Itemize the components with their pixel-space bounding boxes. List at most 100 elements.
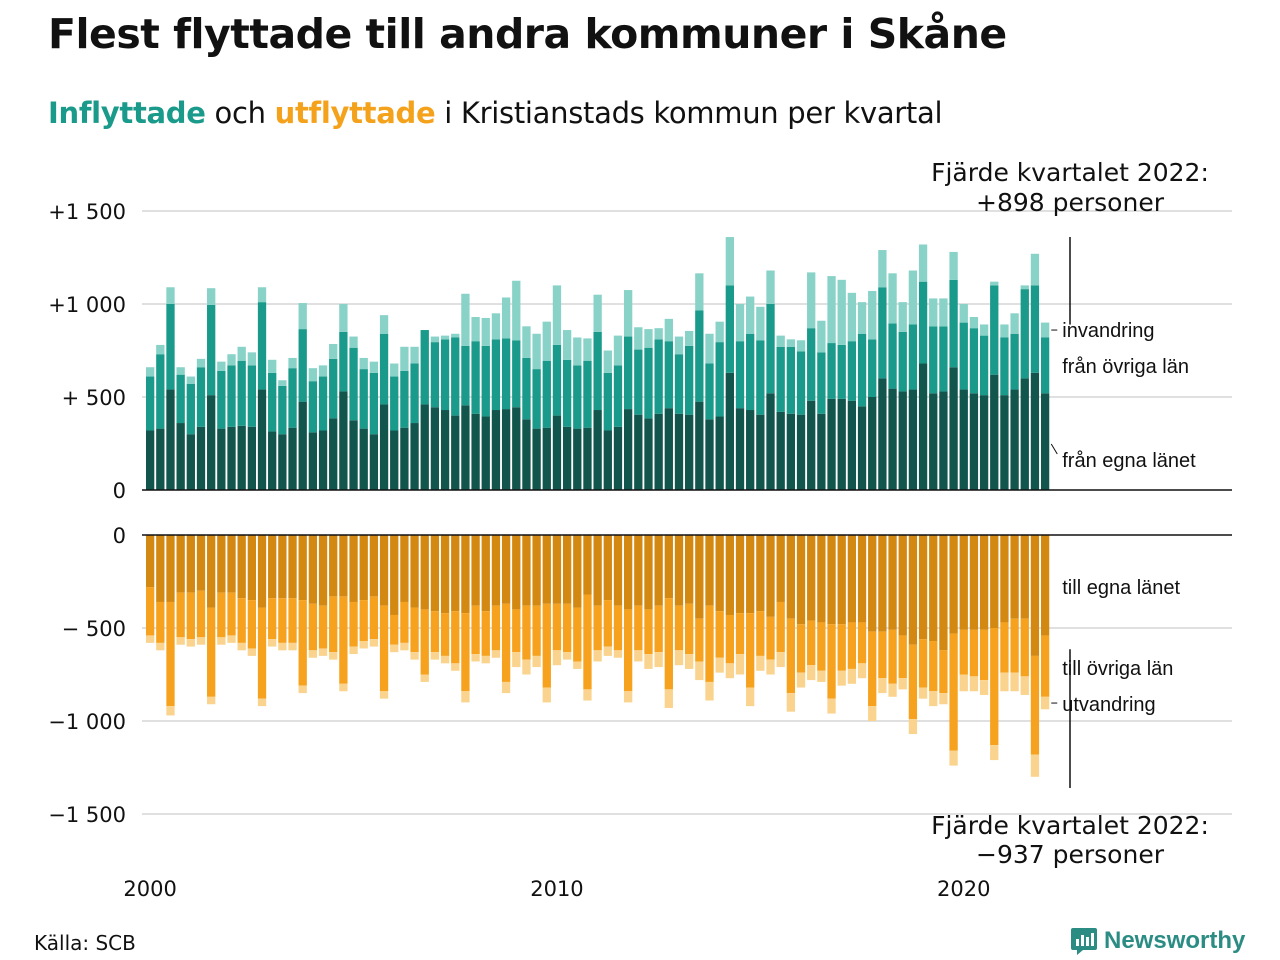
bar-out-own-68 <box>837 535 846 625</box>
bar-out-emigration-48 <box>634 650 643 662</box>
bar-out-emigration-8 <box>227 635 236 643</box>
bar-in-other-50 <box>654 339 663 414</box>
bar-out-other-25 <box>400 601 409 643</box>
bar-out-emigration-80 <box>959 674 968 692</box>
bar-out-own-55 <box>705 535 714 606</box>
bar-in-own-56 <box>715 416 724 490</box>
bar-out-emigration-37 <box>522 659 531 675</box>
bar-in-own-51 <box>664 408 673 490</box>
bar-out-own-21 <box>359 535 368 601</box>
bar-in-other-24 <box>390 376 399 431</box>
brand-name: Newsworthy <box>1104 927 1246 954</box>
bar-in-other-9 <box>237 360 246 426</box>
bar-out-emigration-83 <box>990 745 999 761</box>
bar-out-own-27 <box>420 535 429 610</box>
bar-in-immigration-19 <box>339 304 348 332</box>
bar-out-own-2 <box>166 535 175 602</box>
bar-in-immigration-38 <box>532 333 541 370</box>
bar-out-other-14 <box>288 598 297 643</box>
bar-in-immigration-5 <box>196 358 206 368</box>
bar-in-immigration-14 <box>288 357 297 369</box>
bar-in-immigration-9 <box>237 346 246 361</box>
bar-in-other-54 <box>695 310 704 402</box>
bar-in-other-35 <box>501 338 511 410</box>
bar-in-other-56 <box>715 342 724 417</box>
bar-in-other-52 <box>674 354 684 414</box>
bar-out-emigration-41 <box>562 652 572 660</box>
bar-in-other-74 <box>898 331 907 392</box>
bar-in-immigration-17 <box>318 365 328 377</box>
bar-out-other-1 <box>156 601 165 643</box>
bar-out-own-18 <box>329 535 338 597</box>
bar-out-other-6 <box>207 607 216 697</box>
bar-in-immigration-68 <box>837 279 846 345</box>
bar-out-other-88 <box>1040 635 1050 697</box>
bar-out-own-32 <box>471 535 480 606</box>
bar-in-other-21 <box>359 369 368 429</box>
bar-out-own-53 <box>685 535 694 604</box>
bar-in-own-38 <box>532 428 541 490</box>
bar-out-own-20 <box>349 535 358 602</box>
bar-out-other-58 <box>735 613 745 655</box>
bar-out-emigration-62 <box>776 652 785 668</box>
bar-in-own-78 <box>939 391 948 490</box>
series-label-till-egna-lanet: till egna länet <box>1062 577 1180 599</box>
bar-out-emigration-75 <box>908 719 918 735</box>
bar-out-other-63 <box>786 618 796 694</box>
bar-in-own-48 <box>634 414 643 490</box>
bar-out-own-81 <box>969 535 979 630</box>
bar-out-emigration-29 <box>440 655 450 664</box>
bar-in-immigration-55 <box>705 333 714 364</box>
bar-in-own-44 <box>593 410 602 490</box>
bar-in-other-71 <box>868 339 877 397</box>
bar-in-immigration-24 <box>390 363 399 377</box>
bar-out-own-17 <box>318 535 328 606</box>
bar-out-other-36 <box>512 609 521 653</box>
bar-in-immigration-50 <box>654 328 663 340</box>
bar-in-immigration-22 <box>369 361 379 373</box>
bar-in-own-7 <box>217 428 226 490</box>
bar-out-other-48 <box>634 605 643 651</box>
bar-in-own-2 <box>166 389 175 490</box>
bar-out-emigration-51 <box>664 689 673 708</box>
bar-out-emigration-85 <box>1010 672 1019 692</box>
bar-in-immigration-51 <box>664 318 673 342</box>
bar-in-other-61 <box>766 304 775 394</box>
bar-out-own-54 <box>695 535 704 619</box>
bar-out-emigration-27 <box>420 674 429 682</box>
bar-in-other-65 <box>807 328 816 401</box>
bar-in-own-14 <box>288 427 297 490</box>
migration-chart: +1 500 +1 000 + 500 0 0 − 500 −1 000 −1 500 2000… <box>48 158 1232 901</box>
bar-in-own-30 <box>451 415 460 490</box>
bar-in-own-79 <box>949 367 958 490</box>
bar-out-emigration-17 <box>318 648 328 656</box>
bar-in-own-25 <box>400 427 409 490</box>
bar-in-own-11 <box>257 389 267 490</box>
bar-out-own-87 <box>1030 535 1040 656</box>
bar-out-emigration-76 <box>918 687 928 699</box>
bars <box>146 237 1050 777</box>
bar-out-other-32 <box>471 605 480 655</box>
bar-in-own-24 <box>390 430 399 490</box>
bar-in-own-85 <box>1010 389 1019 490</box>
bar-out-own-75 <box>908 535 918 645</box>
bar-out-own-63 <box>786 535 796 619</box>
bar-in-other-7 <box>217 370 226 429</box>
bar-in-own-83 <box>990 374 999 490</box>
bar-out-own-25 <box>400 535 409 602</box>
bar-in-immigration-7 <box>217 361 226 371</box>
bar-in-other-4 <box>186 383 195 435</box>
bar-in-own-36 <box>512 407 521 490</box>
bar-in-other-48 <box>634 349 643 415</box>
bar-in-other-45 <box>603 372 612 431</box>
bar-out-emigration-10 <box>247 648 256 656</box>
bar-in-own-23 <box>379 404 389 490</box>
bar-in-other-27 <box>420 330 429 405</box>
bar-in-immigration-13 <box>278 380 287 386</box>
bar-out-own-19 <box>339 535 348 597</box>
bar-out-own-78 <box>939 535 948 651</box>
bar-in-own-71 <box>868 397 877 490</box>
bar-out-emigration-49 <box>644 654 653 669</box>
bar-in-other-25 <box>400 370 409 428</box>
bar-out-emigration-19 <box>339 683 348 692</box>
